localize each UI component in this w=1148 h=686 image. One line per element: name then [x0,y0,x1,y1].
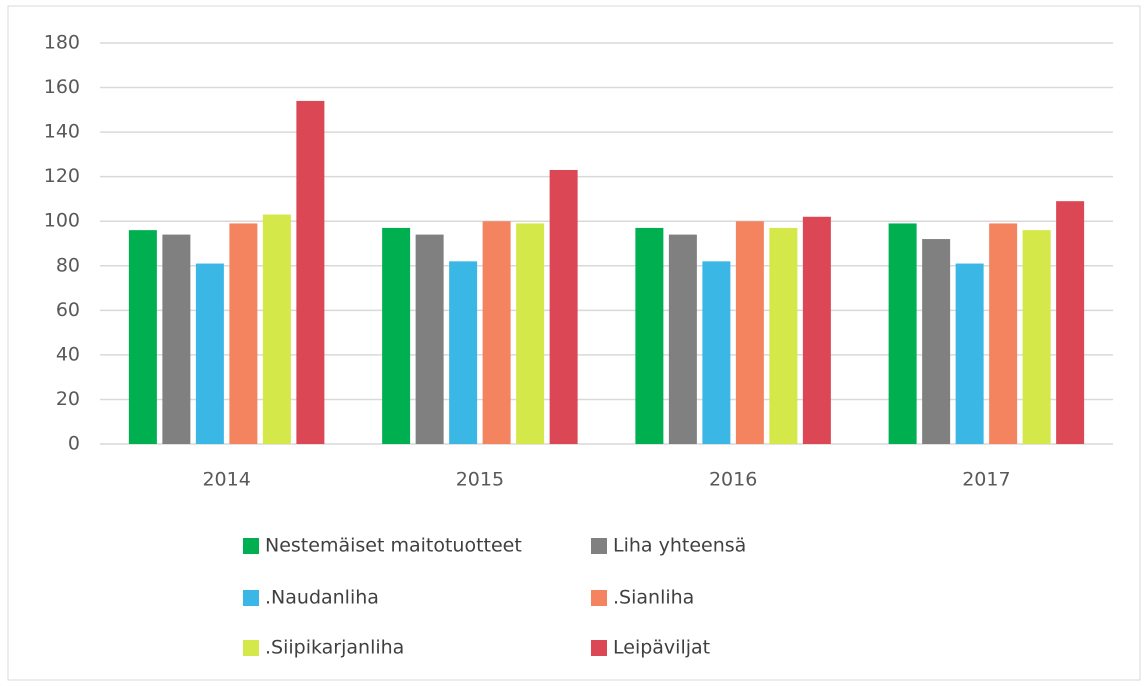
bar [516,223,545,444]
y-tick-label: 60 [56,299,80,321]
bar [195,263,224,444]
bar [382,227,411,444]
legend-swatch [243,640,259,656]
bar [888,223,917,444]
legend-label: .Sianliha [613,587,694,609]
legend-label: .Siipikarjanliha [265,637,404,659]
bar [735,221,764,444]
legend-swatch [243,538,259,554]
legend-label: Nestemäiset maitotuotteet [265,535,522,557]
legend-swatch [243,590,259,606]
bar [549,169,578,444]
bar [989,223,1018,444]
x-tick-label: 2014 [202,469,250,491]
y-tick-label: 160 [44,76,80,98]
bar [702,261,731,444]
y-tick-label: 180 [44,32,80,54]
y-tick-label: 40 [56,343,80,365]
bar [802,216,831,444]
legend-swatch [591,640,607,656]
x-tick-label: 2015 [456,469,504,491]
legend-label: Liha yhteensä [613,535,746,557]
x-tick-label: 2016 [709,469,757,491]
bar [262,214,291,444]
bar [955,263,984,444]
bar [162,234,191,444]
bar [229,223,258,444]
chart-frame [7,5,1141,681]
legend-swatch [591,590,607,606]
y-tick-label: 120 [44,165,80,187]
y-tick-label: 80 [56,254,80,276]
y-tick-label: 100 [44,210,80,232]
bar [635,227,664,444]
bar [296,100,325,444]
bar [128,230,157,444]
bar [922,239,951,444]
y-tick-label: 0 [68,433,80,455]
bar [769,227,798,444]
x-tick-label: 2017 [962,469,1010,491]
bar [1022,230,1051,444]
bar [449,261,478,444]
bar [1056,201,1085,444]
bar [482,221,511,444]
legend-label: .Naudanliha [265,587,379,609]
bar [415,234,444,444]
y-tick-label: 140 [44,121,80,143]
legend-swatch [591,538,607,554]
legend-label: Leipäviljat [613,637,710,659]
y-tick-label: 20 [56,388,80,410]
bar [668,234,697,444]
